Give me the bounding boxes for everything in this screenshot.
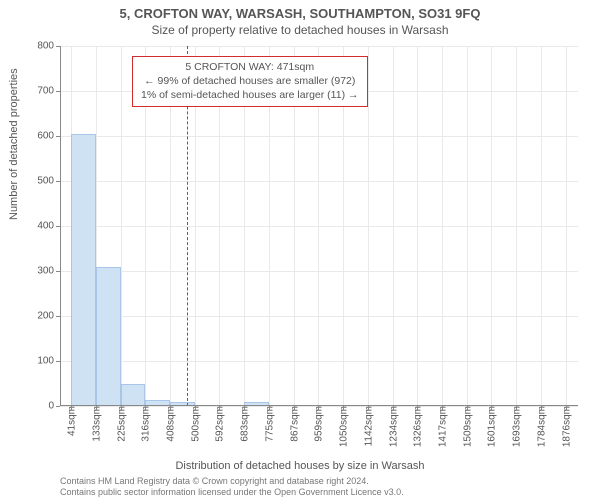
grid-line: [467, 46, 468, 406]
grid-line: [491, 46, 492, 406]
x-tick-label: 1050sqm: [337, 406, 350, 447]
page-subtitle: Size of property relative to detached ho…: [0, 21, 600, 37]
grid-line: [121, 46, 122, 406]
x-tick-label: 1326sqm: [411, 406, 424, 447]
x-tick-label: 1601sqm: [485, 406, 498, 447]
x-tick-label: 1876sqm: [559, 406, 572, 447]
info-box-line-2: ← 99% of detached houses are smaller (97…: [141, 74, 359, 88]
x-tick-mark: [541, 406, 542, 410]
footnote-line-2: Contains public sector information licen…: [60, 487, 404, 498]
x-tick-mark: [393, 406, 394, 410]
y-axis: [60, 46, 61, 406]
x-tick-mark: [318, 406, 319, 410]
x-tick-label: 500sqm: [188, 406, 201, 442]
x-tick-mark: [294, 406, 295, 410]
grid-line: [368, 46, 369, 406]
x-tick-mark: [145, 406, 146, 410]
x-tick-mark: [195, 406, 196, 410]
grid-line: [541, 46, 542, 406]
info-box-line-3: 1% of semi-detached houses are larger (1…: [141, 88, 359, 102]
x-tick-label: 133sqm: [89, 406, 102, 442]
info-box: 5 CROFTON WAY: 471sqm ← 99% of detached …: [132, 56, 368, 107]
x-tick-mark: [368, 406, 369, 410]
x-tick-label: 1509sqm: [460, 406, 473, 447]
x-tick-mark: [121, 406, 122, 410]
x-tick-mark: [516, 406, 517, 410]
x-tick-label: 408sqm: [163, 406, 176, 442]
footnote: Contains HM Land Registry data © Crown c…: [60, 476, 404, 499]
x-axis-label: Distribution of detached houses by size …: [0, 460, 600, 472]
x-tick-label: 592sqm: [213, 406, 226, 442]
x-tick-mark: [343, 406, 344, 410]
x-tick-label: 1693sqm: [510, 406, 523, 447]
histogram-bar: [121, 384, 146, 407]
x-tick-label: 1234sqm: [386, 406, 399, 447]
x-axis: [60, 405, 578, 406]
histogram-bar: [96, 267, 121, 406]
x-tick-mark: [417, 406, 418, 410]
x-tick-label: 225sqm: [114, 406, 127, 442]
y-axis-label: Number of detached properties: [8, 68, 20, 220]
x-tick-mark: [219, 406, 220, 410]
grid-line: [442, 46, 443, 406]
x-tick-label: 683sqm: [238, 406, 251, 442]
page-title: 5, CROFTON WAY, WARSASH, SOUTHAMPTON, SO…: [0, 0, 600, 21]
grid-line: [566, 46, 567, 406]
x-tick-mark: [269, 406, 270, 410]
x-tick-mark: [491, 406, 492, 410]
x-tick-label: 867sqm: [287, 406, 300, 442]
x-tick-label: 959sqm: [312, 406, 325, 442]
footnote-line-1: Contains HM Land Registry data © Crown c…: [60, 476, 404, 487]
x-tick-label: 775sqm: [262, 406, 275, 442]
x-tick-mark: [170, 406, 171, 410]
x-tick-mark: [244, 406, 245, 410]
x-tick-mark: [566, 406, 567, 410]
grid-line: [516, 46, 517, 406]
y-tick-mark: [56, 406, 60, 407]
chart-plot-area: 010020030040050060070080041sqm133sqm225s…: [60, 46, 578, 406]
x-tick-label: 1142sqm: [361, 406, 374, 446]
info-box-line-1: 5 CROFTON WAY: 471sqm: [141, 60, 359, 74]
x-tick-label: 41sqm: [65, 406, 78, 436]
histogram-bar: [71, 134, 96, 406]
x-tick-label: 316sqm: [139, 406, 152, 442]
x-tick-mark: [71, 406, 72, 410]
grid-line: [393, 46, 394, 406]
x-tick-label: 1784sqm: [534, 406, 547, 447]
x-tick-label: 1417sqm: [435, 406, 448, 447]
grid-line: [417, 46, 418, 406]
x-tick-mark: [467, 406, 468, 410]
x-tick-mark: [442, 406, 443, 410]
x-tick-mark: [96, 406, 97, 410]
